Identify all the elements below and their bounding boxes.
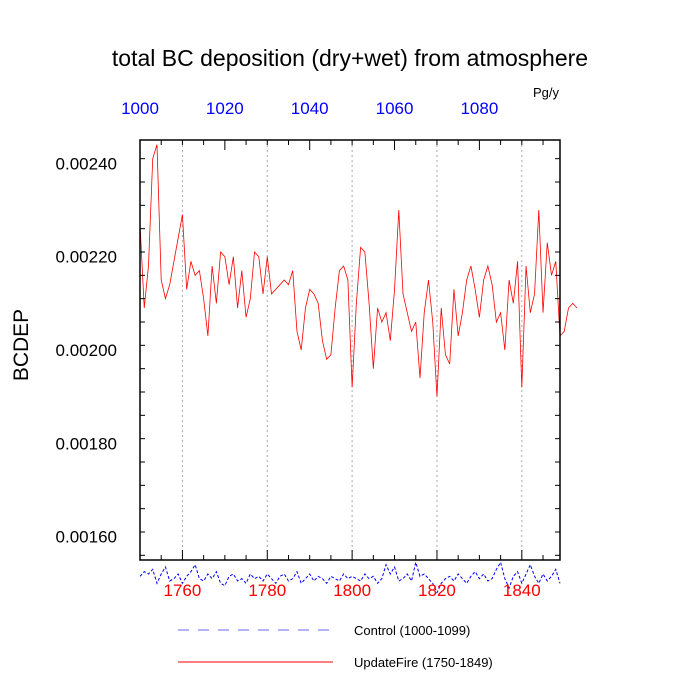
x-tick-label: 1840 [503,581,541,600]
x-tick-label: 1800 [333,581,371,600]
grid-lines [181,140,523,560]
y-tick-label: 0.00180 [56,434,117,453]
updatefire-series-line [139,144,578,397]
series-lines [139,144,578,594]
x-top-tick-label: 1040 [291,99,329,118]
y-tick-label: 0.00240 [56,154,117,173]
x-top-tick-label: 1020 [206,99,244,118]
chart-title: total BC deposition (dry+wet) from atmos… [112,45,588,71]
x-top-tick-label: 1080 [460,99,498,118]
x-tick-label: 1760 [164,581,202,600]
x-top-tick-label: 1000 [121,99,159,118]
y-tick-label: 0.00220 [56,248,117,267]
x-tick-label: 1780 [248,581,286,600]
y-tick-label: 0.00160 [56,528,117,547]
x-top-tick-label: 1060 [376,99,414,118]
control-series-line [139,560,561,594]
plot-area-frame [139,139,561,561]
legend-updatefire-label: UpdateFire (1750-1849) [354,655,493,670]
axis-ticks [139,140,560,560]
legend-control-label: Control (1000-1099) [354,623,470,638]
y-axis-label: BCDEP [10,309,33,381]
units-label: Pg/y [533,85,560,100]
y-tick-label: 0.00200 [56,341,117,360]
legend: Control (1000-1099) UpdateFire (1750-1849… [178,623,493,670]
x-tick-label: 1820 [418,581,456,600]
tick-labels: 1760 1780 1800 1820 1840 1000 1020 1040 1060 1080… [56,99,541,600]
